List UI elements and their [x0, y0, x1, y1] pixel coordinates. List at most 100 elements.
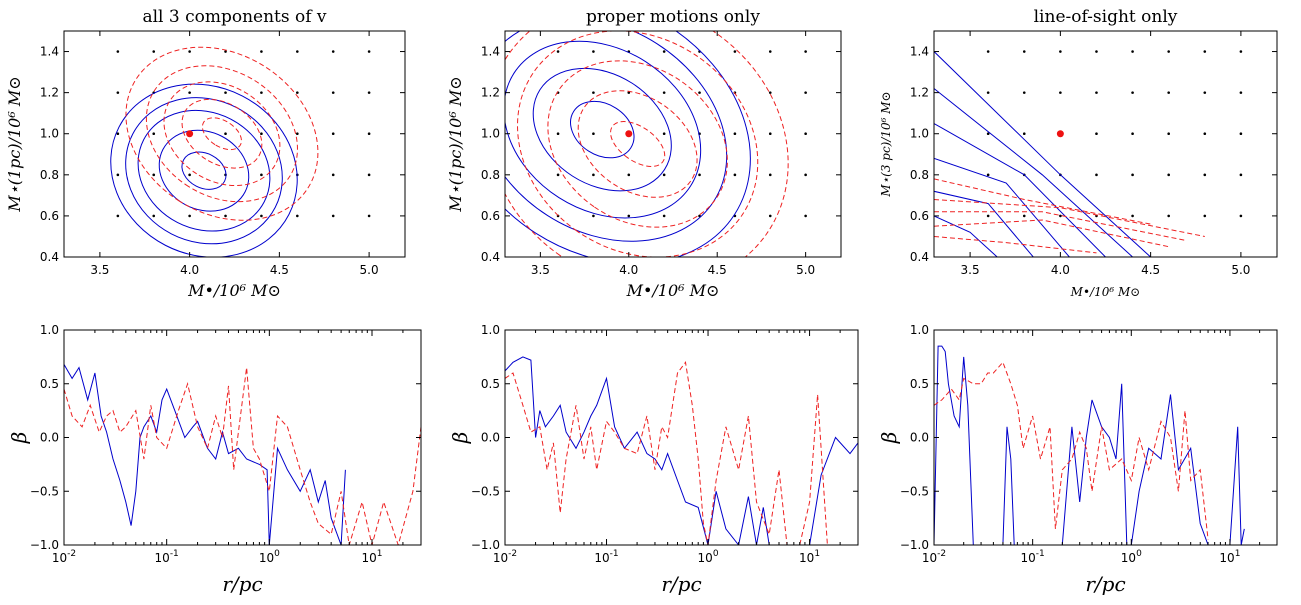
grid-point — [1131, 214, 1134, 218]
grid-point — [698, 173, 701, 177]
dashed-contour-3 — [163, 81, 281, 187]
y-tick-label: −0.5 — [471, 484, 500, 498]
y-tick-label: 1.0 — [481, 323, 500, 337]
solid-contour-4 — [934, 157, 1070, 257]
grid-point — [367, 173, 371, 177]
x-axis-label: M•/10⁶ M⊙ — [626, 281, 720, 300]
x-tick-label: 100 — [698, 549, 719, 565]
x-tick-label: 4.0 — [619, 263, 638, 277]
grid-point — [804, 91, 807, 94]
true-value-marker — [186, 130, 194, 138]
y-tick-label: 1.0 — [40, 323, 59, 337]
grid-point — [224, 214, 227, 218]
grid-point — [116, 50, 120, 53]
grid-point — [296, 132, 299, 136]
x-tick-label: 3.5 — [531, 263, 550, 277]
grid-point — [768, 173, 772, 177]
grid-point — [662, 214, 666, 218]
y-tick-label: 0.8 — [481, 168, 500, 182]
panel-title: line-of-sight only — [1034, 7, 1178, 27]
grid-point — [260, 214, 263, 218]
x-tick-label: 5.0 — [796, 263, 815, 277]
solid-contour-2 — [934, 88, 1133, 257]
dashed-contour-2 — [181, 98, 263, 169]
solid-beta-line — [505, 356, 858, 545]
grid-point — [1131, 50, 1134, 53]
grid-point — [556, 50, 560, 53]
y-tick-label: −0.5 — [900, 484, 929, 498]
x-tick-exponent: 0 — [713, 549, 719, 559]
x-tick-label: 4.5 — [708, 263, 727, 277]
grid-point — [1131, 173, 1134, 177]
grid-point — [1167, 132, 1170, 136]
y-tick-label: 0.6 — [481, 209, 500, 223]
x-tick-label: 10-1 — [155, 549, 179, 565]
plot-area — [505, 31, 807, 257]
solid-contour-5 — [934, 190, 1034, 257]
x-tick-label: 100 — [1121, 549, 1142, 565]
grid-point — [986, 214, 990, 218]
y-tick-label: −0.5 — [30, 484, 59, 498]
grid-point — [768, 91, 772, 94]
grid-point — [116, 91, 120, 94]
grid-point — [768, 132, 772, 136]
grid-point — [1095, 132, 1098, 136]
x-tick-label: 101 — [362, 549, 383, 565]
x-tick-label: 10-1 — [1021, 549, 1045, 565]
solid-beta-line — [64, 364, 346, 545]
grid-point — [1059, 214, 1062, 218]
x-axis-label: r/pc — [1085, 572, 1125, 596]
x-tick-label: 10-2 — [493, 549, 517, 565]
panel-3: 0.4 0.6 0.8 1.0 1.2 1.4 3.5 4.0 4.5 5.0 line-of-si… — [879, 7, 1278, 299]
true-value-marker — [1056, 130, 1064, 138]
y-tick-label: 0.4 — [481, 250, 500, 264]
y-axis-label: β — [448, 432, 472, 445]
grid-point — [260, 173, 263, 177]
plot-frame — [933, 30, 1278, 258]
plot-frame — [63, 30, 406, 258]
grid-point — [804, 50, 807, 53]
y-tick-label: 0.0 — [910, 431, 929, 445]
x-tick-label: 10-2 — [922, 549, 946, 565]
grid-point — [1022, 91, 1026, 94]
plot-area — [64, 364, 421, 545]
y-tick-label: −1.0 — [900, 538, 929, 552]
solid-contour-4 — [505, 31, 728, 242]
grid-point — [367, 50, 371, 53]
grid-point — [768, 214, 772, 218]
grid-point — [1239, 50, 1243, 53]
grid-point — [662, 173, 666, 177]
dashed-contour-4 — [145, 65, 298, 203]
x-tick-exponent: 0 — [274, 549, 280, 559]
grid-point — [627, 91, 631, 94]
plot-area — [110, 46, 371, 257]
grid-point — [331, 132, 335, 136]
x-tick-label: 5.0 — [360, 263, 379, 277]
grid-point — [698, 91, 701, 94]
dashed-beta-line — [505, 361, 828, 545]
grid-point — [367, 132, 371, 136]
grid-point — [116, 214, 120, 218]
plot-frame — [63, 329, 422, 546]
grid-point — [986, 132, 990, 136]
x-tick-label: 4.5 — [1141, 263, 1160, 277]
x-tick-exponent: -2 — [508, 549, 517, 559]
grid-point — [188, 50, 191, 53]
grid-point — [1203, 132, 1207, 136]
grid-point — [592, 132, 595, 136]
solid-contour-1 — [181, 151, 227, 190]
solid-contour-5 — [505, 31, 751, 257]
dashed-contour-3 — [934, 199, 1205, 237]
grid-point — [662, 132, 666, 136]
grid-point — [224, 50, 227, 53]
grid-point — [1167, 91, 1170, 94]
grid-point — [627, 214, 631, 218]
y-tick-label: −1.0 — [30, 538, 59, 552]
y-axis-label: M⋆(1pc)/10⁶ M⊙ — [5, 76, 24, 212]
x-tick-exponent: 1 — [1235, 549, 1241, 559]
dashed-beta-line — [934, 361, 1209, 540]
grid-point — [260, 91, 263, 94]
grid-point — [592, 50, 595, 53]
